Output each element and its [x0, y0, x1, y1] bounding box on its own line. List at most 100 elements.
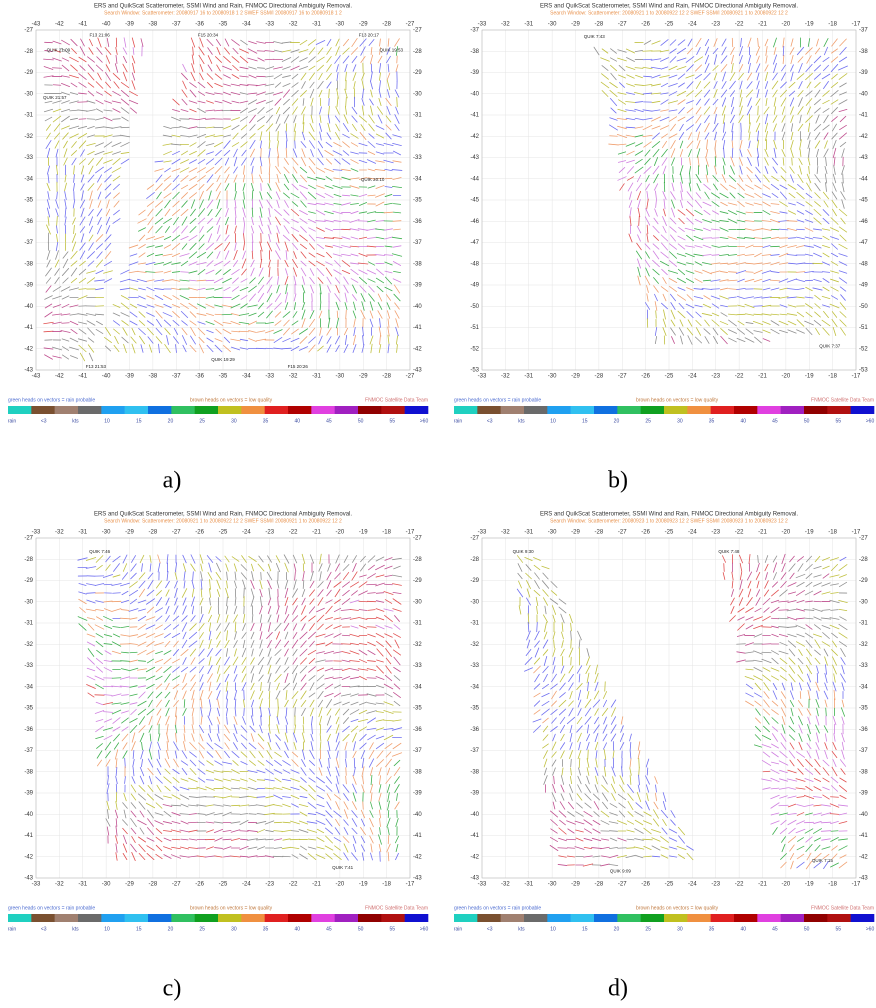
- wind-vector: [823, 81, 828, 88]
- wind-vector: [274, 848, 282, 849]
- y-tick-label: -40: [859, 812, 868, 818]
- wind-vector: [300, 210, 308, 214]
- wind-vector: [258, 657, 264, 664]
- wind-vector: [317, 838, 324, 842]
- wind-vector: [646, 252, 650, 258]
- wind-vector: [308, 839, 315, 840]
- wind-vector: [284, 167, 289, 173]
- wind-vector: [190, 742, 197, 749]
- wind-vector: [123, 72, 126, 81]
- wind-vector: [537, 606, 538, 614]
- wind-vector: [825, 700, 827, 707]
- wind-vector: [258, 285, 264, 292]
- wind-vector: [95, 118, 103, 120]
- wind-vector: [129, 297, 139, 298]
- wind-vector: [327, 716, 330, 725]
- wind-vector: [294, 116, 296, 123]
- colorbar-segment: [358, 406, 382, 414]
- wind-vector: [207, 743, 213, 749]
- wind-vector: [670, 235, 675, 241]
- wind-vector: [764, 608, 769, 613]
- wind-vector: [345, 64, 347, 71]
- wind-vector: [387, 73, 390, 80]
- wind-vector: [113, 329, 119, 334]
- wind-vector: [394, 701, 400, 705]
- wind-vector: [351, 626, 358, 628]
- wind-vector: [797, 634, 804, 637]
- wind-vector: [45, 355, 53, 360]
- x-tick-label: -25: [219, 530, 228, 536]
- wind-vector: [215, 339, 222, 342]
- wind-vector: [292, 184, 298, 190]
- wind-vector: [327, 73, 332, 79]
- wind-vector: [754, 203, 762, 205]
- wind-vector: [705, 99, 710, 105]
- wind-vector: [579, 640, 580, 648]
- wind-vector: [131, 828, 136, 834]
- wind-vector: [301, 700, 306, 706]
- wind-vector: [696, 312, 701, 317]
- wind-vector: [370, 319, 373, 327]
- x-tick-label: -28: [595, 882, 604, 888]
- wind-vector: [327, 590, 332, 596]
- wind-vector: [320, 742, 321, 750]
- wind-vector: [231, 822, 240, 823]
- wind-vector: [368, 279, 375, 282]
- wind-vector: [385, 584, 393, 585]
- wind-vector: [72, 242, 75, 251]
- colorbar-label: 40: [740, 418, 746, 424]
- wind-vector: [660, 58, 668, 62]
- wind-vector: [291, 227, 298, 231]
- colorbar-label: 55: [390, 418, 396, 424]
- wind-vector: [231, 788, 240, 789]
- wind-vector: [70, 321, 78, 324]
- wind-vector: [316, 193, 324, 197]
- wind-vector: [393, 151, 400, 155]
- wind-vector: [284, 210, 289, 215]
- colorbar-segment: [381, 914, 405, 922]
- wind-vector: [543, 735, 548, 741]
- wind-vector: [335, 846, 341, 850]
- wind-vector: [74, 175, 75, 183]
- wind-vector: [781, 73, 785, 81]
- wind-vector: [308, 632, 315, 639]
- wind-vector: [630, 216, 631, 225]
- wind-vector: [71, 83, 77, 87]
- wind-vector: [248, 58, 257, 61]
- wind-vector: [131, 573, 137, 579]
- wind-vector: [554, 640, 555, 648]
- wind-vector: [291, 821, 300, 824]
- wind-vector: [746, 652, 754, 653]
- wind-vector: [839, 57, 846, 62]
- wind-vector: [560, 674, 565, 682]
- colorbar-label: rain: [454, 418, 463, 424]
- wind-vector: [206, 313, 213, 315]
- wind-vector: [728, 289, 736, 290]
- wind-vector: [293, 658, 297, 664]
- wind-vector: [626, 143, 635, 147]
- wind-vector: [783, 55, 784, 63]
- wind-vector: [130, 108, 136, 113]
- wind-vector: [225, 674, 229, 681]
- wind-vector: [277, 141, 278, 148]
- wind-vector: [353, 73, 356, 81]
- x-tick-label: -30: [548, 882, 557, 888]
- wind-vector: [740, 55, 743, 63]
- wind-vector: [106, 760, 110, 767]
- wind-vector: [534, 658, 539, 664]
- wind-vector: [773, 573, 776, 580]
- wind-vector: [782, 116, 785, 123]
- y-tick-label: -49: [859, 283, 868, 289]
- wind-vector: [138, 650, 147, 655]
- wind-vector: [823, 328, 829, 335]
- wind-vector: [394, 566, 401, 569]
- wind-vector: [285, 563, 288, 572]
- wind-vector: [183, 658, 186, 665]
- colorbar-segment: [358, 914, 382, 922]
- wind-vector: [299, 66, 307, 69]
- wind-vector: [798, 57, 803, 63]
- wind-vector: [225, 167, 230, 173]
- wind-vector: [250, 751, 255, 758]
- wind-vector: [96, 634, 103, 638]
- wind-vector: [788, 788, 795, 790]
